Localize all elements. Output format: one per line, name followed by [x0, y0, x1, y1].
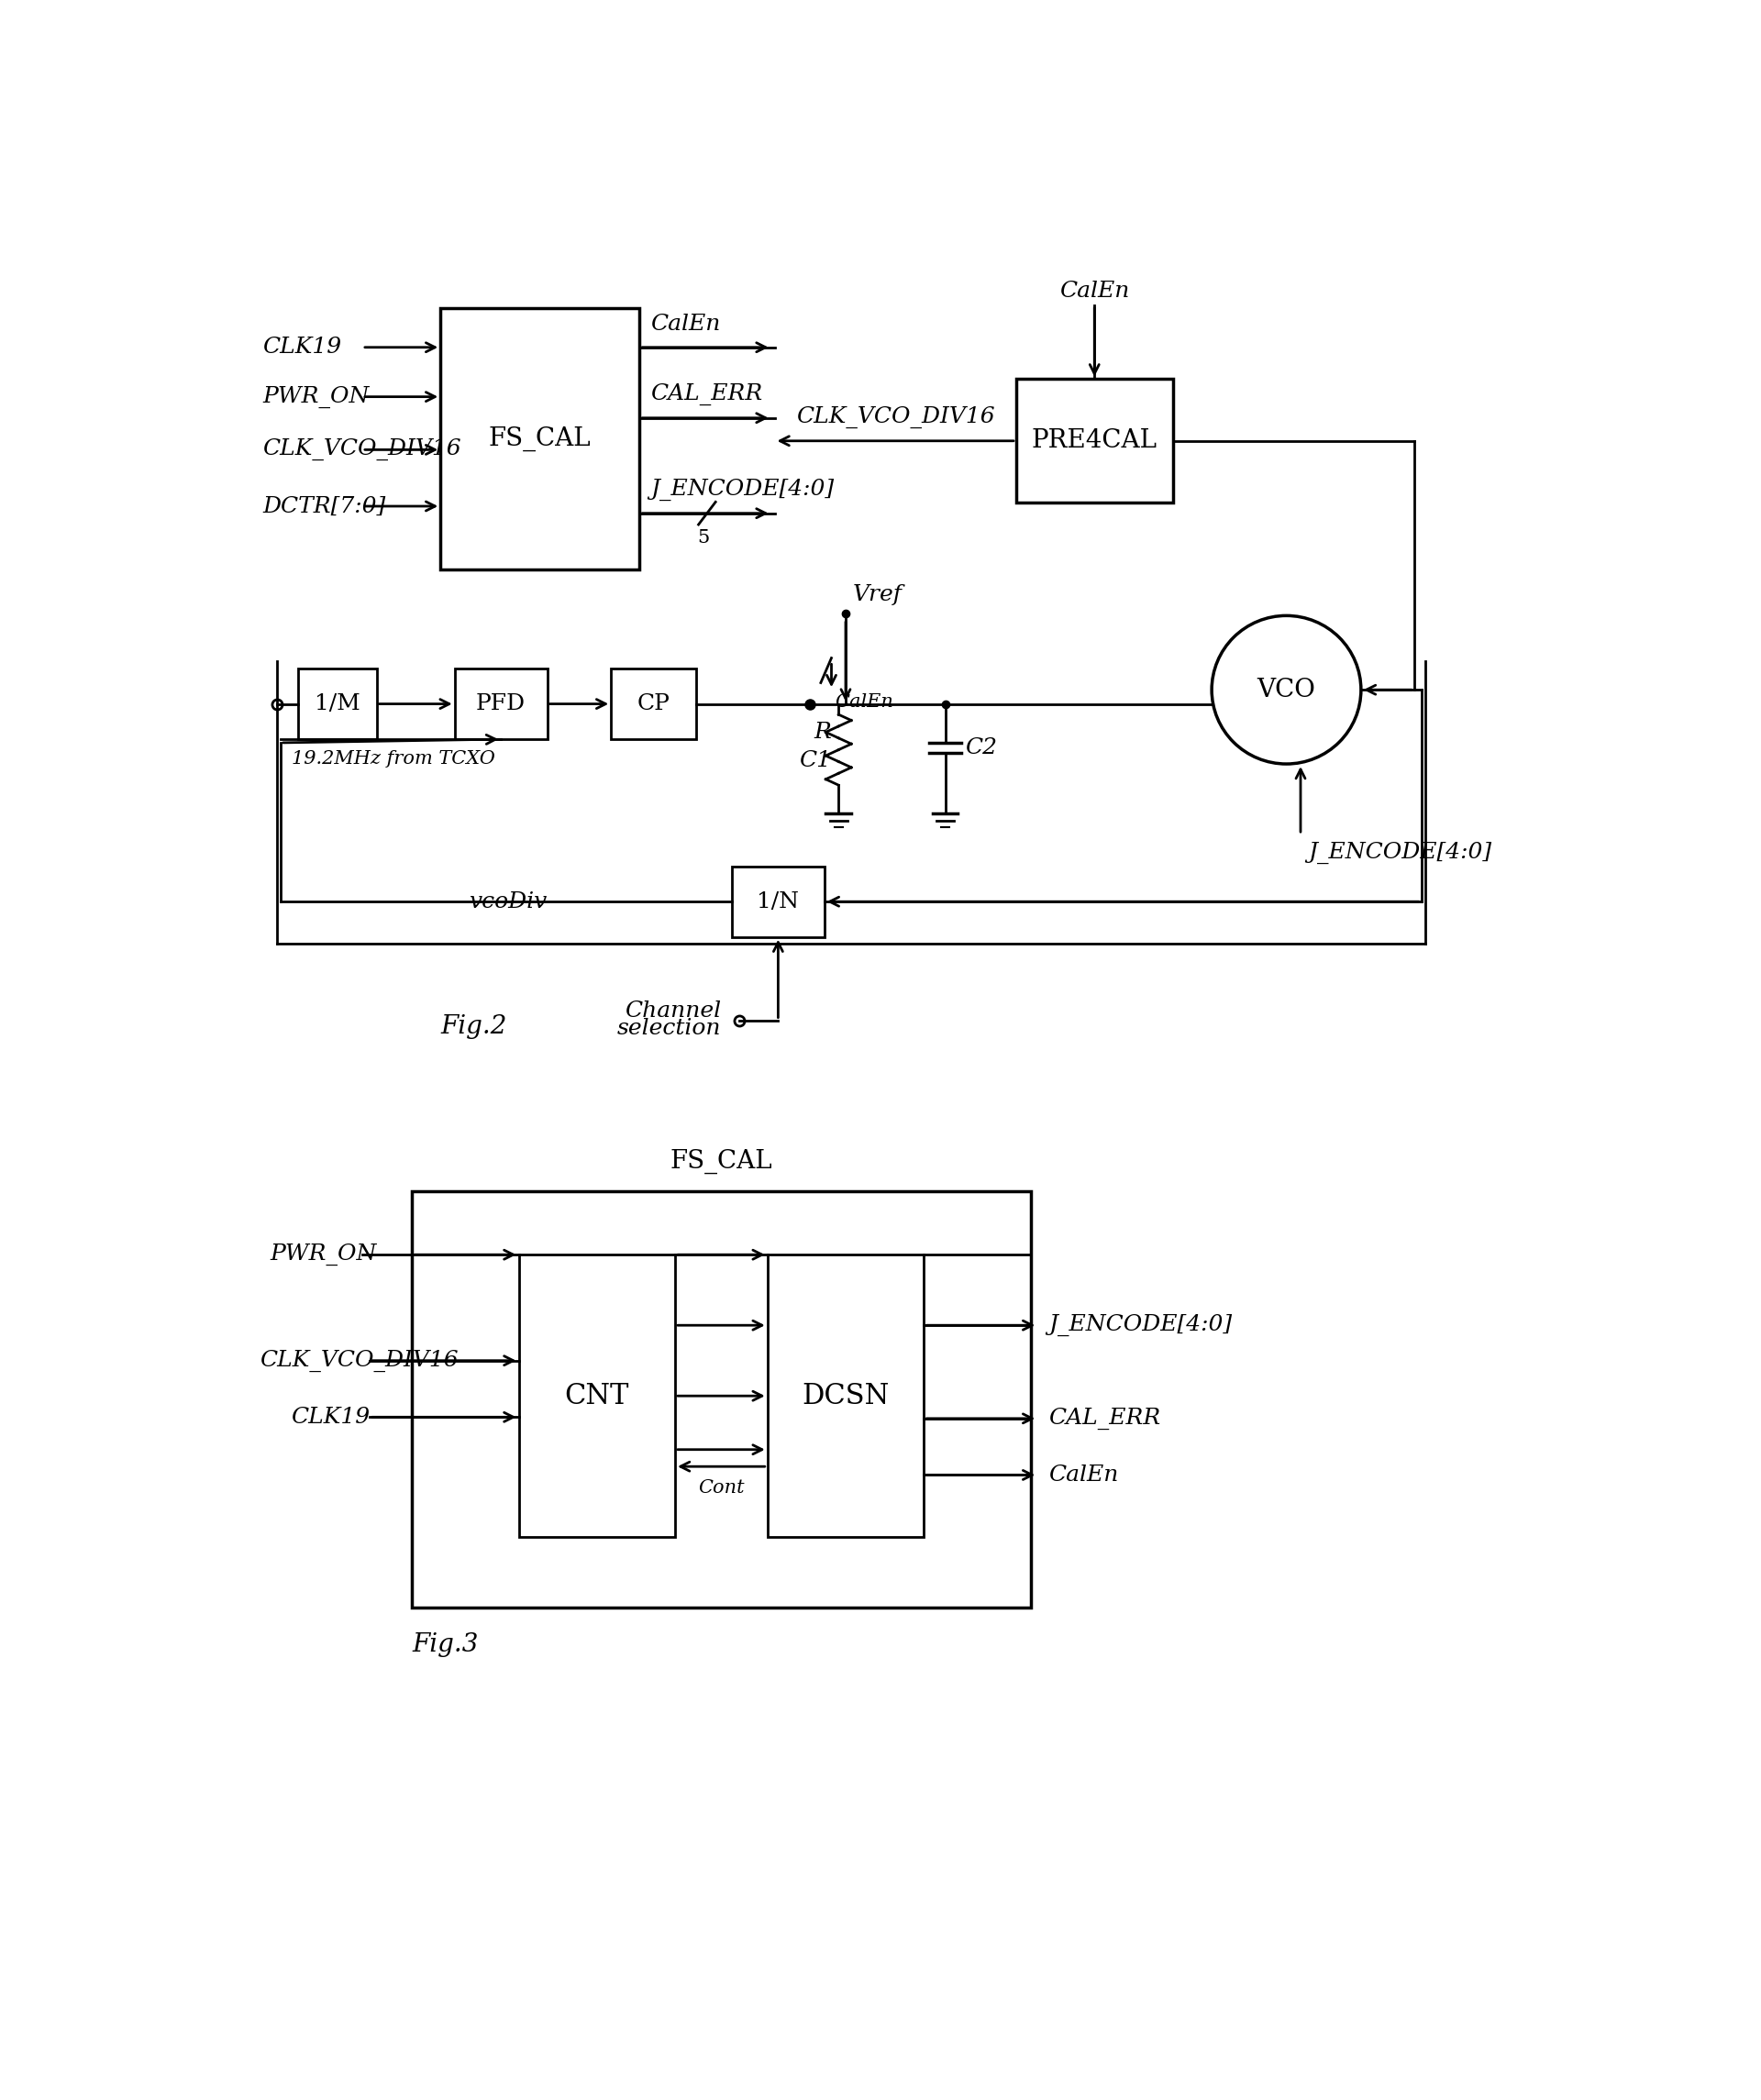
Text: CP: CP	[637, 693, 671, 714]
Text: CalEn: CalEn	[650, 313, 720, 334]
Bar	[733, 867, 824, 937]
Text: CLK_VCO_DIV16: CLK_VCO_DIV16	[262, 439, 461, 460]
Text: VCO: VCO	[1257, 678, 1315, 701]
Text: J_ENCODE[4:0]: J_ENCODE[4:0]	[1048, 1315, 1231, 1336]
Text: FS_CAL: FS_CAL	[671, 1149, 773, 1174]
Text: R: R	[814, 722, 831, 743]
Bar	[454, 668, 548, 739]
Text: 1/M: 1/M	[315, 693, 361, 714]
Text: Fig.2: Fig.2	[440, 1014, 507, 1040]
Text: CalEn: CalEn	[1048, 1464, 1118, 1485]
Bar	[611, 668, 696, 739]
Text: Cont: Cont	[697, 1478, 745, 1497]
Text: selection: selection	[616, 1018, 722, 1040]
Text: CNT: CNT	[565, 1382, 629, 1409]
Text: J_ENCODE[4:0]: J_ENCODE[4:0]	[1308, 842, 1492, 863]
Bar	[519, 1254, 674, 1537]
Text: J_ENCODE[4:0]: J_ENCODE[4:0]	[650, 479, 833, 500]
Text: CAL_ERR: CAL_ERR	[1048, 1407, 1160, 1430]
Text: Channel: Channel	[625, 1000, 722, 1021]
Text: C2: C2	[965, 737, 997, 758]
Bar	[1016, 380, 1173, 502]
Text: DCSN: DCSN	[801, 1382, 889, 1409]
Text: 19.2MHz from TCXO: 19.2MHz from TCXO	[291, 750, 495, 766]
Text: CalEn: CalEn	[1060, 279, 1129, 302]
Text: CLK_VCO_DIV16: CLK_VCO_DIV16	[259, 1350, 458, 1371]
Text: 5: 5	[697, 529, 710, 546]
Bar	[440, 309, 639, 569]
Text: CLK19: CLK19	[262, 336, 342, 357]
Bar	[412, 1191, 1030, 1609]
Bar	[298, 668, 377, 739]
Text: 1/N: 1/N	[757, 890, 799, 911]
Text: PFD: PFD	[475, 693, 527, 714]
Text: CalEn: CalEn	[835, 693, 893, 710]
Text: vcoDiv: vcoDiv	[468, 890, 548, 911]
Text: DCTR[7:0]: DCTR[7:0]	[262, 496, 386, 517]
Text: Fig.3: Fig.3	[412, 1632, 479, 1657]
Text: C1: C1	[799, 750, 831, 771]
Text: PRE4CAL: PRE4CAL	[1032, 428, 1157, 454]
Text: FS_CAL: FS_CAL	[490, 426, 592, 452]
Text: CLK_VCO_DIV16: CLK_VCO_DIV16	[796, 405, 995, 428]
Text: PWR_ON: PWR_ON	[269, 1243, 377, 1266]
Bar	[768, 1254, 925, 1537]
Text: CLK19: CLK19	[291, 1407, 370, 1428]
Text: Vref: Vref	[852, 584, 902, 605]
Text: CAL_ERR: CAL_ERR	[650, 382, 763, 405]
Text: PWR_ON: PWR_ON	[262, 386, 370, 407]
